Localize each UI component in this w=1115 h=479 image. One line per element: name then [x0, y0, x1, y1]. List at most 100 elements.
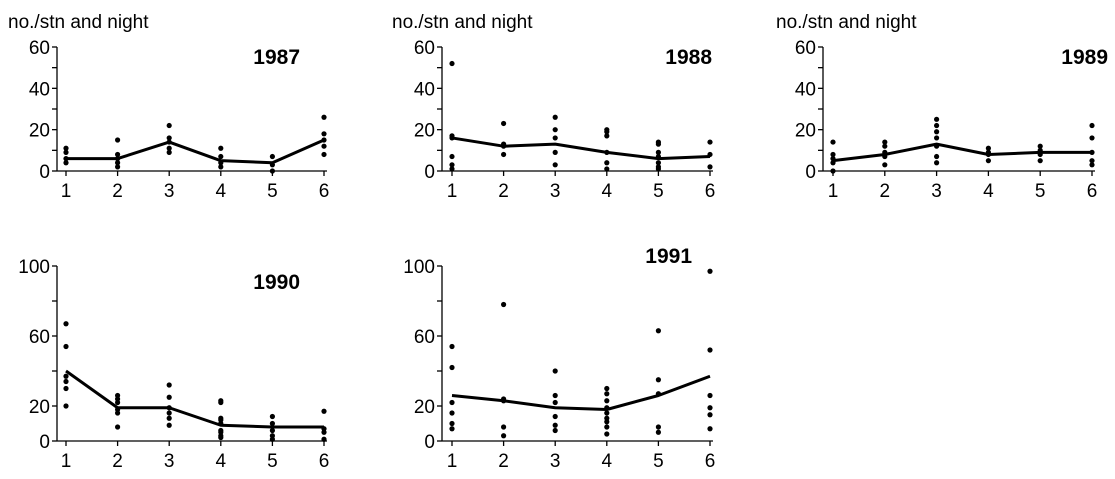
- data-point: [552, 149, 558, 155]
- data-point: [269, 427, 275, 434]
- data-point: [115, 137, 121, 143]
- data-point: [501, 301, 507, 308]
- data-point: [1037, 147, 1043, 153]
- data-point: [604, 410, 610, 416]
- mean-line: [451, 136, 711, 161]
- data-point: [321, 151, 327, 158]
- data-point: [604, 405, 610, 411]
- data-point: [552, 413, 558, 420]
- data-point: [934, 129, 940, 135]
- y-tick-label: 20: [29, 397, 50, 418]
- data-point: [1037, 151, 1043, 158]
- x-tick-label: 1: [61, 181, 72, 202]
- data-point: [115, 160, 121, 166]
- data-point: [707, 268, 713, 274]
- data-point: [449, 364, 455, 371]
- data-point: [934, 153, 940, 160]
- data-point: [552, 162, 558, 168]
- y-tick-label: 100: [403, 257, 435, 278]
- x-tick-label: 5: [267, 181, 278, 202]
- data-point: [552, 114, 558, 120]
- x-tick-label: 5: [653, 451, 664, 472]
- data-point: [501, 433, 507, 439]
- data-point: [115, 164, 121, 170]
- x-tick-label: 6: [1087, 181, 1098, 202]
- data-point: [934, 143, 940, 149]
- data-point: [934, 135, 940, 141]
- data-point: [707, 405, 713, 411]
- data-point: [449, 162, 455, 168]
- x-tick-label: 4: [983, 181, 994, 202]
- data-point: [1089, 135, 1095, 141]
- data-point: [1089, 122, 1095, 129]
- mean-line: [65, 369, 324, 429]
- data-point: [707, 164, 713, 170]
- data-point: [501, 151, 507, 158]
- panel-title: 1988: [665, 46, 712, 69]
- y-tick-label: 40: [795, 79, 816, 100]
- y-tick-label: 0: [39, 432, 50, 453]
- panel-title: 1991: [645, 245, 692, 268]
- data-point: [707, 412, 713, 418]
- data-point: [166, 382, 172, 388]
- data-point: [449, 153, 455, 160]
- data-point: [552, 422, 558, 428]
- data-point: [218, 164, 224, 170]
- data-point: [218, 427, 224, 434]
- data-point: [321, 426, 327, 432]
- data-point: [707, 347, 713, 353]
- data-point: [115, 406, 121, 413]
- mean-line: [66, 138, 325, 165]
- data-point: [830, 139, 836, 145]
- x-tick-label: 4: [602, 451, 613, 472]
- data-point: [985, 145, 992, 151]
- data-point: [269, 162, 275, 168]
- panel-title: 1989: [1061, 46, 1108, 69]
- x-tick-label: 1: [447, 451, 458, 472]
- data-point: [321, 114, 327, 120]
- x-tick-label: 6: [705, 451, 716, 472]
- y-tick-label: 20: [795, 121, 816, 142]
- data-point: [218, 415, 224, 421]
- data-point: [552, 399, 558, 406]
- x-tick-label: 2: [498, 181, 509, 202]
- y-tick-label: 0: [424, 432, 435, 453]
- data-point: [985, 149, 992, 155]
- chart-panel-1991: 100 60 20 01 2 3 4 5 6 1991: [403, 245, 715, 472]
- data-point: [218, 145, 224, 151]
- x-tick-label: 5: [653, 181, 664, 202]
- data-point: [1089, 149, 1095, 155]
- data-point: [882, 153, 888, 160]
- y-tick-label: 20: [414, 397, 435, 418]
- data-point: [63, 156, 69, 162]
- x-tick-label: 2: [112, 451, 123, 472]
- data-point: [655, 164, 662, 170]
- x-tick-label: 3: [164, 451, 175, 472]
- x-tick-label: 4: [602, 181, 613, 202]
- chart-panel-1987: 60 40 20 01 2 3 4 5 6 1987 no./stn and night: [8, 12, 329, 202]
- data-point: [604, 149, 610, 155]
- data-point: [604, 133, 610, 139]
- data-point: [501, 396, 507, 402]
- data-point: [830, 151, 836, 158]
- data-point: [707, 139, 713, 145]
- data-point: [166, 415, 172, 421]
- data-point: [63, 145, 69, 151]
- y-tick-label: 0: [39, 162, 50, 183]
- chart-panel-1988: 60 40 20 01 2 3 4 5 6 1988 no./stn and night: [392, 12, 715, 202]
- data-point: [604, 166, 610, 172]
- mean-line: [832, 142, 1092, 163]
- data-point: [449, 60, 455, 67]
- data-point: [552, 368, 558, 374]
- data-point: [655, 424, 662, 430]
- data-point: [115, 151, 121, 158]
- data-point: [882, 139, 888, 145]
- data-point: [655, 139, 662, 145]
- y-tick-label: 20: [29, 121, 50, 142]
- data-point: [604, 398, 610, 404]
- data-point: [552, 427, 558, 434]
- data-point: [449, 420, 455, 427]
- data-point: [985, 158, 992, 164]
- data-point: [166, 149, 172, 155]
